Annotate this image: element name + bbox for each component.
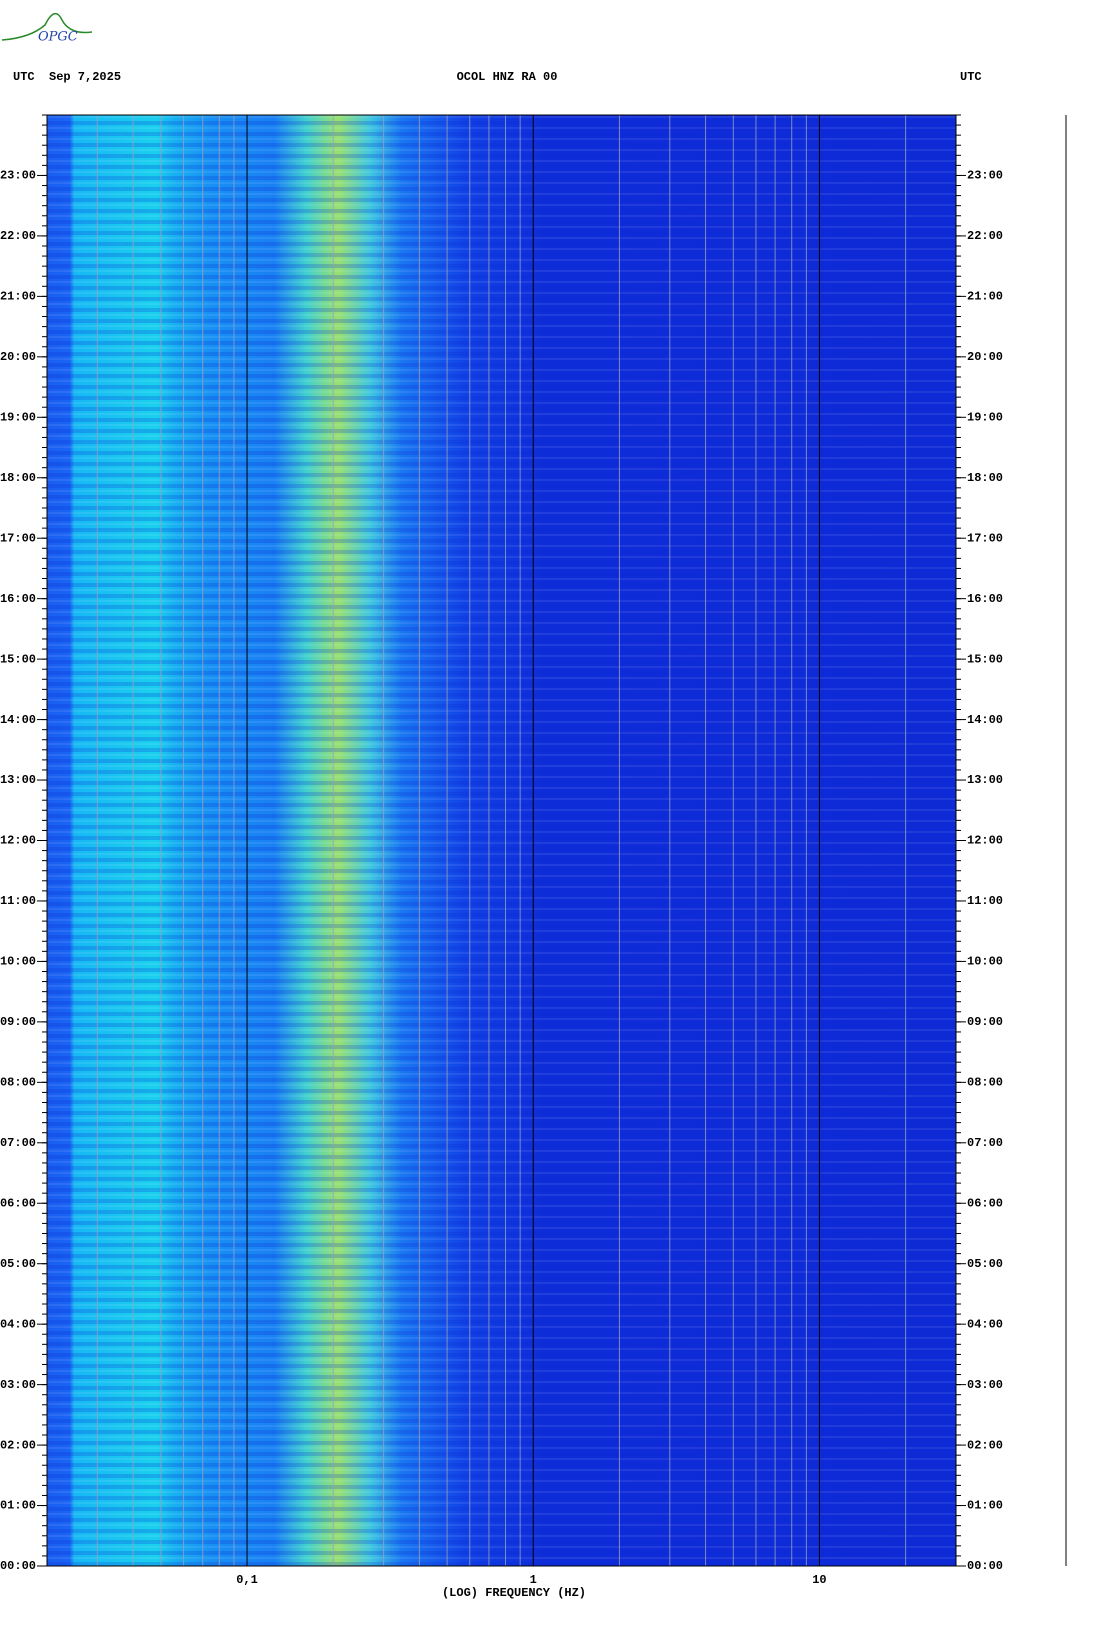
y-tick-label: 20:00 xyxy=(0,350,36,364)
y-tick-label: 11:00 xyxy=(967,894,1003,908)
y-tick-label: 14:00 xyxy=(0,713,36,727)
y-tick-label: 05:00 xyxy=(0,1257,36,1271)
y-tick-label: 16:00 xyxy=(0,592,36,606)
y-tick-label: 21:00 xyxy=(0,290,36,304)
spectrogram-texture xyxy=(47,115,956,1566)
y-tick-label: 23:00 xyxy=(967,169,1003,183)
y-tick-label: 01:00 xyxy=(0,1499,36,1513)
y-tick-label: 18:00 xyxy=(0,471,36,485)
x-axis-label: (LOG) FREQUENCY (HZ) xyxy=(442,1586,586,1600)
logo-text: OPGC xyxy=(38,30,78,45)
y-tick-label: 18:00 xyxy=(967,471,1003,485)
y-tick-label: 13:00 xyxy=(0,773,36,787)
y-tick-label: 07:00 xyxy=(967,1136,1003,1150)
y-tick-label: 19:00 xyxy=(0,410,36,424)
y-tick-label: 06:00 xyxy=(967,1196,1003,1210)
y-tick-label: 11:00 xyxy=(0,894,36,908)
left-header: UTC Sep 7,2025 xyxy=(13,70,121,84)
y-tick-label: 22:00 xyxy=(967,229,1003,243)
y-tick-label: 10:00 xyxy=(0,955,36,969)
y-tick-label: 12:00 xyxy=(967,834,1003,848)
y-tick-label: 22:00 xyxy=(0,229,36,243)
x-tick-label: 0,1 xyxy=(236,1573,258,1587)
y-tick-label: 14:00 xyxy=(967,713,1003,727)
y-tick-label: 08:00 xyxy=(967,1076,1003,1090)
x-tick-label: 1 xyxy=(530,1573,537,1587)
y-tick-label: 20:00 xyxy=(967,350,1003,364)
x-tick-label: 10 xyxy=(812,1573,826,1587)
y-tick-label: 02:00 xyxy=(0,1438,36,1452)
y-tick-label: 06:00 xyxy=(0,1196,36,1210)
y-tick-label: 13:00 xyxy=(967,773,1003,787)
y-tick-label: 09:00 xyxy=(967,1015,1003,1029)
y-tick-label: 16:00 xyxy=(967,592,1003,606)
logo: OPGC xyxy=(1,12,93,45)
y-tick-label: 00:00 xyxy=(0,1559,36,1573)
y-tick-label: 17:00 xyxy=(967,531,1003,545)
y-tick-label: 05:00 xyxy=(967,1257,1003,1271)
y-tick-label: 03:00 xyxy=(0,1378,36,1392)
y-tick-label: 15:00 xyxy=(0,652,36,666)
y-tick-label: 19:00 xyxy=(967,410,1003,424)
y-tick-label: 10:00 xyxy=(967,955,1003,969)
y-tick-label: 01:00 xyxy=(967,1499,1003,1513)
y-tick-label: 04:00 xyxy=(967,1317,1003,1331)
chart-title: OCOL HNZ RA 00 xyxy=(457,70,558,84)
right-header: UTC xyxy=(960,70,982,84)
y-tick-label: 09:00 xyxy=(0,1015,36,1029)
y-tick-label: 03:00 xyxy=(967,1378,1003,1392)
y-tick-label: 02:00 xyxy=(967,1438,1003,1452)
y-tick-label: 17:00 xyxy=(0,531,36,545)
plot-area xyxy=(47,115,956,1566)
y-tick-label: 00:00 xyxy=(967,1559,1003,1573)
y-tick-label: 04:00 xyxy=(0,1317,36,1331)
y-tick-label: 07:00 xyxy=(0,1136,36,1150)
y-tick-label: 15:00 xyxy=(967,652,1003,666)
y-tick-label: 08:00 xyxy=(0,1076,36,1090)
y-tick-label: 23:00 xyxy=(0,169,36,183)
y-tick-label: 21:00 xyxy=(967,290,1003,304)
y-tick-label: 12:00 xyxy=(0,834,36,848)
